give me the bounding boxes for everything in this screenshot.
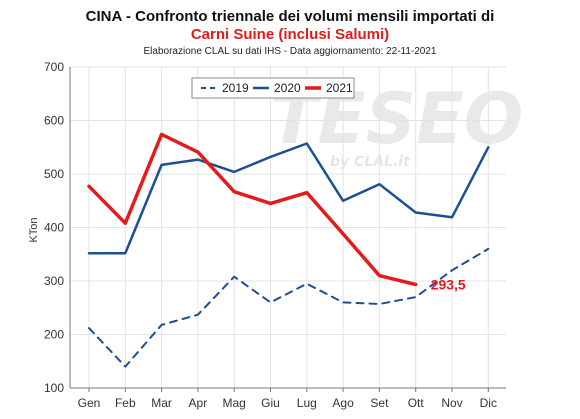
y-tick-labels: 100 200 300 400 500 600 700 — [44, 60, 64, 395]
y-tick-label: 600 — [44, 114, 64, 128]
x-tick-label: Dic — [480, 396, 497, 410]
legend: 2019 2020 2021 — [191, 77, 355, 99]
watermark-sub: by CLAL.it — [330, 154, 411, 170]
x-tick-label: Feb — [115, 396, 136, 410]
y-tick-label: 500 — [44, 167, 64, 181]
x-tick-labels: Gen Feb Mar Apr Mag Giu Lug Ago Set Ott Nov Dic — [78, 396, 497, 410]
series-lines — [87, 132, 490, 368]
legend-label-2019: 2019 — [222, 81, 249, 95]
legend-label-2020: 2020 — [274, 81, 301, 95]
chart-title-product: Carni Suine (inclusi Salumi) — [190, 26, 390, 43]
y-tick-label: 300 — [44, 274, 64, 288]
grid — [70, 66, 506, 389]
x-tick-label: Ott — [408, 396, 425, 410]
series-line-2021 — [87, 132, 418, 287]
y-axis-label: KTon — [28, 217, 40, 242]
y-tick-label: 100 — [44, 381, 64, 395]
y-tick-label: 200 — [44, 328, 64, 342]
x-tick-label: Lug — [297, 396, 317, 410]
x-tick-label: Set — [370, 396, 389, 410]
legend-label-2021: 2021 — [326, 81, 353, 95]
x-tick-label: Apr — [189, 396, 208, 410]
y-tick-label: 400 — [44, 221, 64, 235]
x-tick-label: Mar — [151, 396, 172, 410]
series-line-2020 — [87, 142, 490, 255]
y-tick-label: 700 — [44, 60, 64, 74]
x-tick-label: Mag — [223, 396, 246, 410]
axes — [69, 67, 506, 392]
x-tick-label: Ago — [332, 396, 354, 410]
annotations: 293,5 — [431, 276, 466, 292]
x-tick-label: Nov — [441, 396, 462, 410]
x-tick-label: Giu — [261, 396, 280, 410]
x-tick-label: Gen — [78, 396, 101, 410]
chart-subtitle: Elaborazione CLAL su dati IHS - Data agg… — [143, 46, 437, 57]
series-line-2019 — [88, 247, 490, 368]
chart-title: CINA - Confronto triennale dei volumi me… — [85, 8, 495, 25]
legend-box — [191, 77, 355, 99]
annotation-last-value: 293,5 — [431, 276, 466, 292]
